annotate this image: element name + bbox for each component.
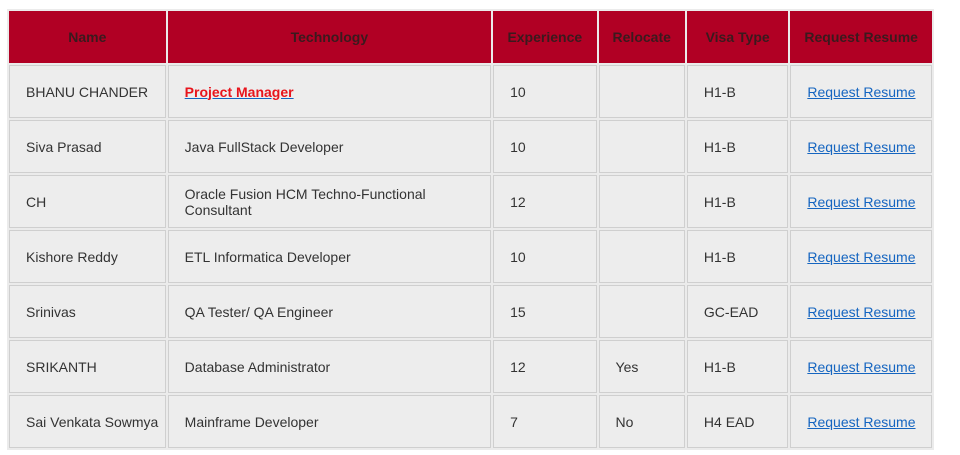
cell-name: Siva Prasad (9, 120, 166, 173)
cell-name: Kishore Reddy (9, 230, 166, 283)
cell-visa-type: H1-B (686, 340, 789, 393)
cell-technology: Mainframe Developer (167, 395, 492, 448)
request-resume-link[interactable]: Request Resume (807, 193, 916, 210)
request-resume-link[interactable]: Request Resume (807, 358, 916, 375)
request-resume-link[interactable]: Request Resume (807, 83, 916, 100)
cell-relocate (598, 175, 685, 228)
header-experience: Experience (493, 11, 597, 63)
cell-technology: Oracle Fusion HCM Techno-Functional Cons… (167, 175, 492, 228)
table-row: Srinivas QA Tester/ QA Engineer 15 GC-EA… (9, 285, 932, 338)
request-resume-link[interactable]: Request Resume (807, 413, 916, 430)
cell-relocate (598, 65, 685, 118)
resume-table-container: Name Technology Experience Relocate Visa… (7, 9, 934, 450)
cell-name: Sai Venkata Sowmya (9, 395, 166, 448)
table-row: Sai Venkata Sowmya Mainframe Developer 7… (9, 395, 932, 448)
cell-technology: QA Tester/ QA Engineer (167, 285, 492, 338)
cell-experience: 10 (493, 120, 597, 173)
cell-experience: 10 (493, 230, 597, 283)
cell-request-resume: Request Resume (790, 65, 932, 118)
table-row: SRIKANTH Database Administrator 12 Yes H… (9, 340, 932, 393)
cell-visa-type: H1-B (686, 175, 789, 228)
cell-relocate: No (598, 395, 685, 448)
request-resume-link[interactable]: Request Resume (807, 248, 916, 265)
table-row: Kishore Reddy ETL Informatica Developer … (9, 230, 932, 283)
cell-request-resume: Request Resume (790, 175, 932, 228)
header-request-resume: Request Resume (790, 11, 932, 63)
request-resume-link[interactable]: Request Resume (807, 303, 916, 320)
cell-visa-type: GC-EAD (686, 285, 789, 338)
header-visa-type: Visa Type (686, 11, 789, 63)
header-row: Name Technology Experience Relocate Visa… (9, 11, 932, 63)
cell-technology: Java FullStack Developer (167, 120, 492, 173)
cell-visa-type: H4 EAD (686, 395, 789, 448)
cell-visa-type: H1-B (686, 65, 789, 118)
cell-name: BHANU CHANDER (9, 65, 166, 118)
cell-request-resume: Request Resume (790, 285, 932, 338)
header-relocate: Relocate (598, 11, 685, 63)
cell-relocate (598, 285, 685, 338)
table-row: BHANU CHANDER Project Manager 10 H1-B Re… (9, 65, 932, 118)
header-technology: Technology (167, 11, 492, 63)
cell-technology: ETL Informatica Developer (167, 230, 492, 283)
cell-visa-type: H1-B (686, 120, 789, 173)
cell-request-resume: Request Resume (790, 230, 932, 283)
cell-name: CH (9, 175, 166, 228)
cell-name: Srinivas (9, 285, 166, 338)
cell-experience: 7 (493, 395, 597, 448)
cell-name: SRIKANTH (9, 340, 166, 393)
cell-experience: 12 (493, 340, 597, 393)
cell-request-resume: Request Resume (790, 340, 932, 393)
cell-visa-type: H1-B (686, 230, 789, 283)
cell-technology: Database Administrator (167, 340, 492, 393)
cell-relocate (598, 120, 685, 173)
cell-experience: 10 (493, 65, 597, 118)
resume-table: Name Technology Experience Relocate Visa… (7, 9, 934, 450)
cell-request-resume: Request Resume (790, 395, 932, 448)
cell-experience: 12 (493, 175, 597, 228)
technology-link[interactable]: Project Manager (184, 83, 294, 100)
table-row: CH Oracle Fusion HCM Techno-Functional C… (9, 175, 932, 228)
cell-relocate (598, 230, 685, 283)
table-row: Siva Prasad Java FullStack Developer 10 … (9, 120, 932, 173)
cell-relocate: Yes (598, 340, 685, 393)
cell-experience: 15 (493, 285, 597, 338)
header-name: Name (9, 11, 166, 63)
request-resume-link[interactable]: Request Resume (807, 138, 916, 155)
cell-technology: Project Manager (167, 65, 492, 118)
cell-request-resume: Request Resume (790, 120, 932, 173)
